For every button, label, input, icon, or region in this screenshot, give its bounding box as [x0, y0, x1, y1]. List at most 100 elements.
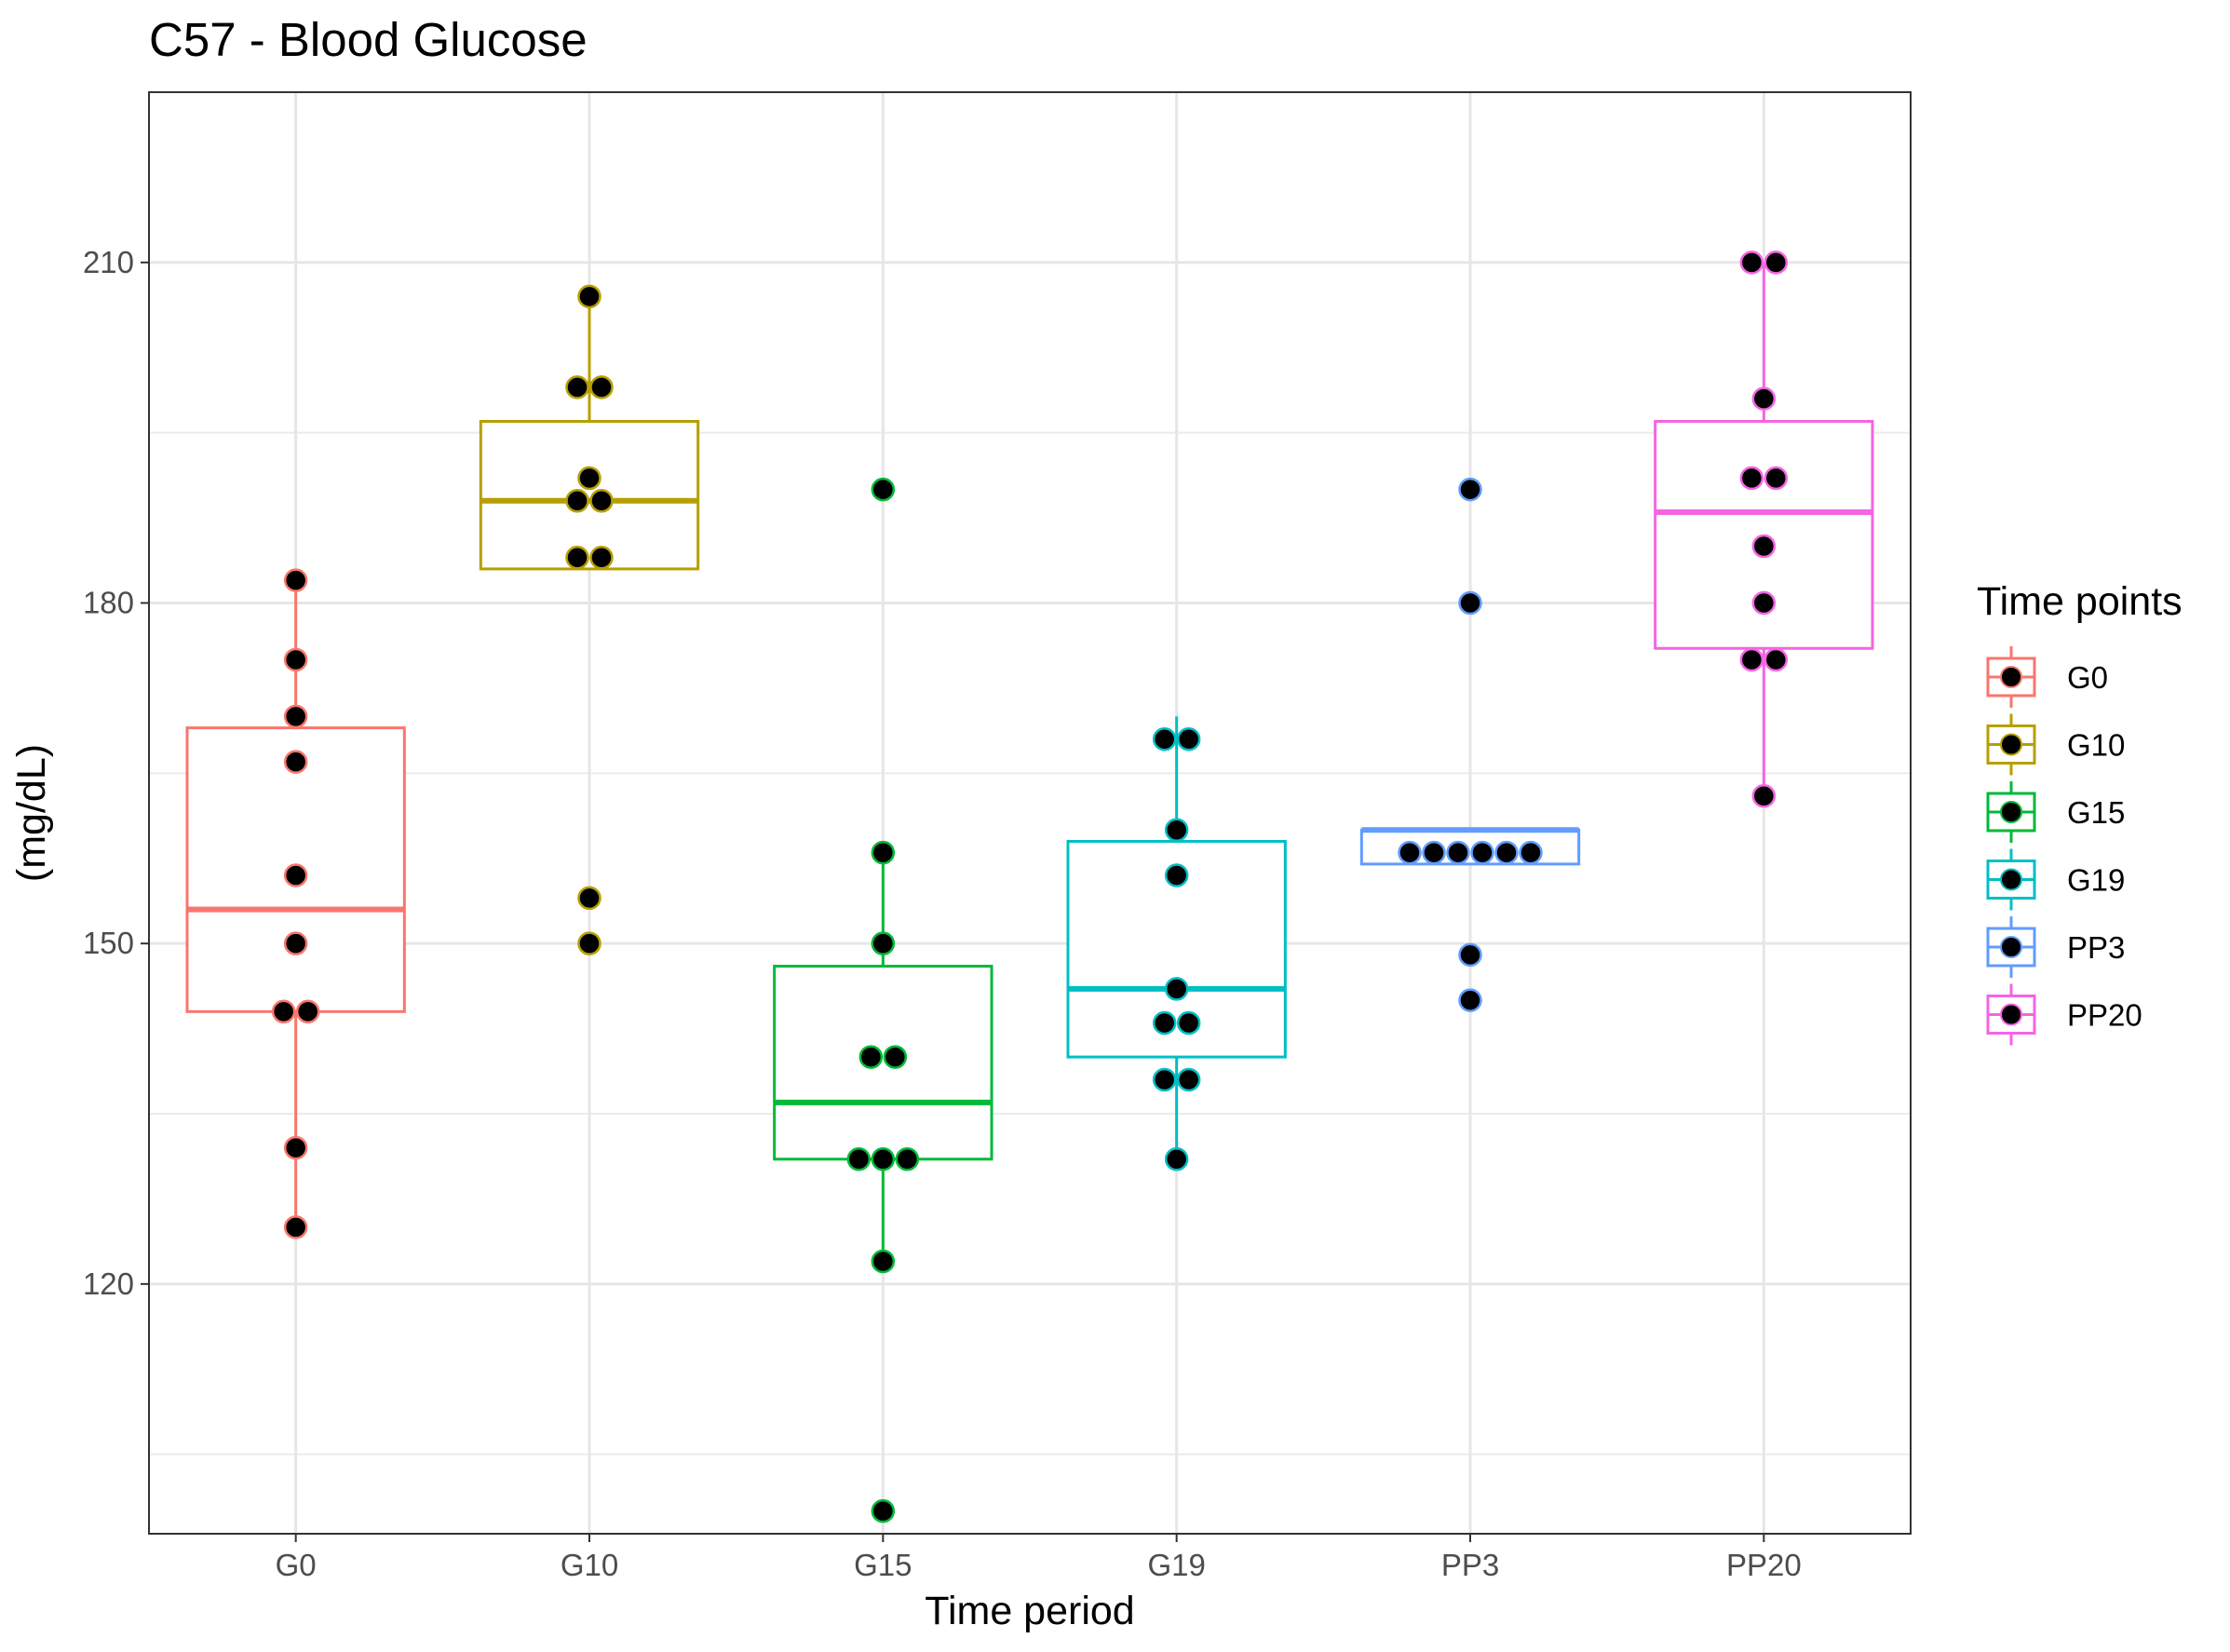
data-point-G15 — [871, 840, 896, 865]
legend-item-PP3: PP3 — [1986, 916, 2125, 978]
data-point-PP3 — [1398, 840, 1422, 865]
x-axis: G0 G10 G15 G19 PP3 PP20 — [276, 1534, 1802, 1582]
data-point-G15 — [871, 1249, 896, 1274]
legend-label: PP3 — [2067, 930, 2125, 965]
data-point-G10 — [565, 489, 589, 513]
data-point-PP20 — [1739, 647, 1764, 672]
legend-label: G19 — [2067, 863, 2125, 898]
data-point-G10 — [577, 886, 601, 911]
data-point-G19 — [1176, 727, 1201, 752]
data-point-G15 — [895, 1147, 920, 1171]
legend-label: G10 — [2067, 728, 2125, 763]
data-point-G0 — [295, 999, 320, 1024]
data-point-G15 — [871, 1147, 896, 1171]
data-point-G10 — [565, 545, 589, 570]
plot-background — [149, 92, 1911, 1534]
data-point-PP20 — [1751, 783, 1777, 808]
y-tick-label: 120 — [83, 1266, 134, 1301]
point-layer — [271, 251, 1789, 1523]
data-point-G19 — [1176, 1067, 1201, 1092]
data-point-PP3 — [1470, 840, 1494, 865]
legend-title: Time points — [1977, 579, 2183, 624]
legend-key-dot — [2000, 801, 2022, 823]
data-point-G19 — [1176, 1010, 1201, 1036]
legend-item-G15: G15 — [1986, 781, 2125, 843]
y-tick-label: 210 — [83, 245, 134, 279]
data-point-G19 — [1164, 1147, 1189, 1171]
legend-item-G0: G0 — [1986, 646, 2108, 708]
legend-items: G0 G10 G15 G19 PP3 PP20 — [1986, 646, 2142, 1046]
data-point-PP3 — [1458, 477, 1482, 502]
data-point-G10 — [565, 375, 589, 399]
data-point-PP3 — [1494, 840, 1519, 865]
data-point-G19 — [1152, 1067, 1177, 1092]
data-point-G0 — [271, 999, 296, 1024]
y-axis-title: (mg/dL) — [9, 744, 54, 882]
data-point-G10 — [589, 545, 614, 570]
plot-panel — [148, 91, 1912, 1535]
data-point-PP3 — [1458, 590, 1482, 616]
x-tick-label: G15 — [854, 1548, 912, 1582]
data-point-G10 — [577, 284, 601, 309]
data-point-G15 — [871, 477, 896, 502]
data-point-PP20 — [1751, 534, 1777, 559]
x-tick-label: G19 — [1147, 1548, 1205, 1582]
data-point-PP3 — [1519, 840, 1543, 865]
data-point-PP20 — [1764, 466, 1789, 491]
data-point-PP3 — [1458, 942, 1482, 968]
x-axis-title: Time period — [925, 1589, 1134, 1633]
y-tick-label: 180 — [83, 586, 134, 620]
chart-title: C57 - Blood Glucose — [149, 13, 588, 66]
data-point-PP20 — [1739, 466, 1764, 491]
x-tick-label: PP3 — [1441, 1548, 1499, 1582]
data-point-G10 — [577, 931, 601, 955]
data-point-G0 — [283, 863, 308, 887]
x-tick-label: G0 — [276, 1548, 317, 1582]
data-point-G10 — [577, 466, 601, 491]
data-point-PP20 — [1764, 647, 1789, 672]
data-point-G10 — [589, 375, 614, 399]
legend-label: PP20 — [2067, 998, 2142, 1033]
data-point-PP3 — [1422, 840, 1446, 865]
data-point-G15 — [883, 1045, 908, 1069]
data-point-G19 — [1152, 1010, 1177, 1036]
legend-item-G19: G19 — [1986, 848, 2125, 911]
legend-key-dot — [2000, 1003, 2022, 1026]
data-point-PP3 — [1458, 988, 1482, 1012]
legend-key-dot — [2000, 666, 2022, 688]
data-point-G15 — [858, 1045, 884, 1069]
data-point-PP20 — [1751, 386, 1777, 411]
box-body — [773, 965, 993, 1161]
legend-label: G15 — [2067, 795, 2125, 830]
data-point-G0 — [283, 1215, 308, 1239]
data-point-G0 — [283, 931, 308, 955]
box-G10 — [479, 296, 700, 571]
data-point-G15 — [871, 931, 896, 955]
data-point-G0 — [283, 647, 308, 672]
data-point-PP20 — [1739, 251, 1764, 275]
box-body — [479, 419, 700, 571]
data-point-PP20 — [1764, 251, 1789, 275]
data-point-G0 — [283, 1135, 308, 1160]
data-point-PP3 — [1446, 840, 1470, 865]
legend-item-PP20: PP20 — [1986, 983, 2142, 1046]
box-PP3 — [1359, 827, 1581, 866]
data-point-PP20 — [1751, 590, 1777, 616]
x-tick-label: PP20 — [1726, 1548, 1802, 1582]
legend: Time points G0 G10 G15 G19 PP3 PP20 — [1977, 579, 2183, 1046]
y-axis: 120 150 180 210 — [83, 245, 149, 1301]
x-tick-label: G10 — [561, 1548, 618, 1582]
legend-label: G0 — [2067, 660, 2108, 695]
legend-key-dot — [2000, 936, 2022, 958]
plot-border — [148, 91, 1912, 1535]
data-point-G0 — [283, 750, 308, 774]
data-point-G15 — [871, 1498, 896, 1523]
data-point-G19 — [1152, 727, 1177, 752]
data-point-G15 — [846, 1147, 872, 1171]
data-point-G10 — [589, 489, 614, 513]
y-tick-label: 150 — [83, 926, 134, 960]
legend-item-G10: G10 — [1986, 713, 2125, 776]
data-point-G19 — [1164, 863, 1189, 887]
box-body — [1359, 828, 1581, 866]
